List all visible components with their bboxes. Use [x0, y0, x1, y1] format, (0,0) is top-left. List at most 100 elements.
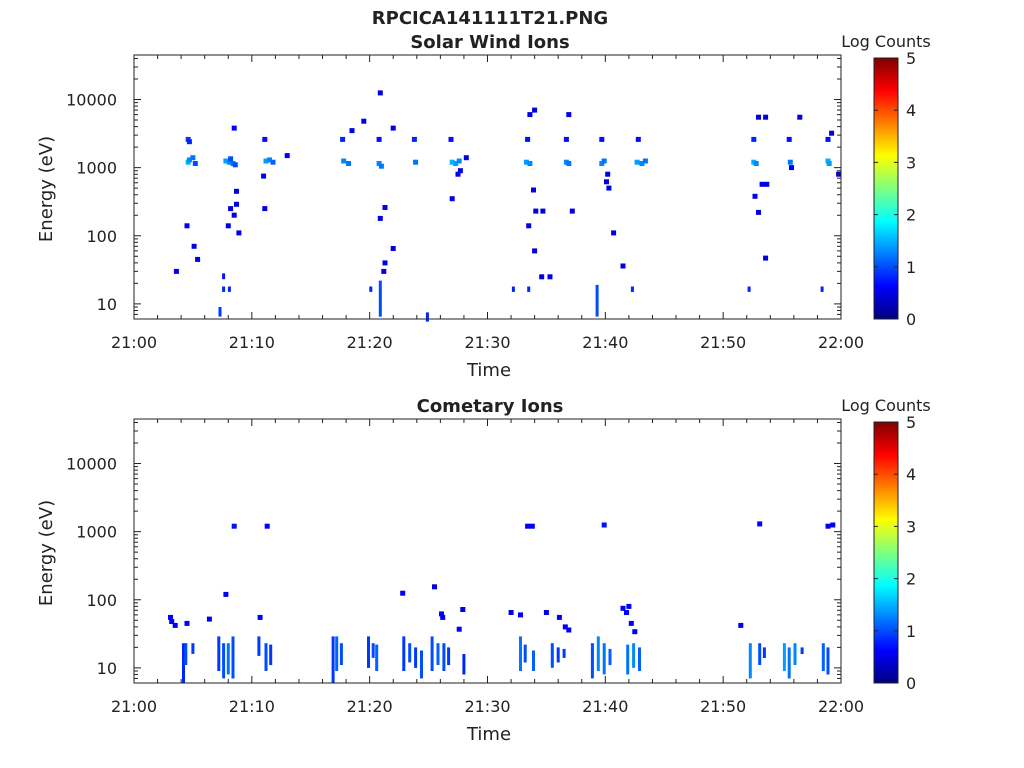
data-pixel [232, 162, 238, 168]
data-column [442, 643, 446, 671]
data-pixel [825, 523, 831, 529]
data-pixel [634, 159, 640, 165]
data-column [462, 654, 466, 675]
data-pixel [525, 136, 531, 142]
data-column [590, 643, 594, 679]
data-pixel [527, 161, 533, 166]
data-pixel [186, 157, 192, 163]
y-tick-label: 100 [86, 227, 117, 246]
data-pixel [756, 209, 761, 215]
data-pixel [456, 626, 462, 632]
data-pixel [377, 90, 383, 96]
data-pixel [789, 165, 794, 171]
data-pixel [825, 136, 831, 142]
data-pixel [543, 610, 549, 615]
data-pixel [381, 268, 387, 274]
x-tick-label: 22:00 [818, 697, 864, 716]
x-tick-label: 21:10 [229, 333, 275, 352]
data-pixel [763, 114, 769, 120]
colorbar-ticks: 0 1 2 3 4 5 [874, 413, 916, 693]
data-pixel [228, 206, 234, 212]
data-pixel [599, 136, 605, 142]
y-tick-label: 1000 [76, 523, 117, 542]
data-pixel [440, 614, 446, 620]
data-pixel [566, 112, 572, 118]
data-pixel [284, 153, 290, 159]
data-pixel [390, 125, 396, 131]
panel-cometary: Cometary Ions 21:00 21:10 21:20 21:30 21:40 2… [36, 396, 931, 745]
data-column [222, 286, 226, 292]
data-column [626, 644, 630, 675]
colorbar-tick-label: 4 [906, 101, 916, 120]
data-pixel [526, 223, 532, 229]
x-tick-label: 21:30 [464, 333, 510, 352]
data-pixel [527, 112, 533, 118]
data-pixel [195, 256, 201, 262]
data-column [371, 643, 375, 658]
data-column [638, 647, 641, 671]
data-pixel [523, 159, 529, 165]
data-pixel [751, 136, 757, 142]
data-column [532, 650, 535, 671]
data-pixel [624, 610, 629, 615]
data-column [414, 647, 418, 668]
data-pixel [532, 107, 538, 113]
data-pixel [826, 161, 832, 166]
data-pixel [390, 246, 396, 251]
data-pixel [349, 128, 355, 134]
data-column [511, 286, 515, 292]
data-pixel [605, 171, 611, 177]
data-pixel [463, 155, 469, 161]
data-pixel [566, 161, 572, 166]
data-column [762, 647, 766, 658]
data-pixel [620, 263, 626, 269]
data-pixel [223, 591, 229, 597]
y-tick-label: 1000 [76, 159, 117, 178]
colorbar-scale [873, 57, 899, 320]
colorbar-tick-label: 0 [906, 310, 916, 329]
plot-axes: 21:00 21:10 21:20 21:30 21:40 21:50 22:00 10 100… [66, 418, 864, 716]
colorbar-tick-label: 2 [906, 570, 916, 589]
data-column [556, 647, 560, 663]
data-pixel [604, 179, 609, 185]
data-pixel [400, 590, 406, 596]
data-pixel [184, 620, 190, 626]
data-pixel [439, 611, 444, 617]
data-pixel [186, 139, 192, 145]
y-axis-label: Energy (eV) [36, 500, 57, 606]
data-pixel [764, 181, 770, 187]
data-pixel [206, 616, 212, 622]
y-tick-label: 10 [97, 659, 117, 678]
data-pixel [192, 161, 198, 166]
data-pixel [569, 208, 575, 214]
data-pixel [228, 156, 234, 162]
data-column [367, 636, 370, 668]
y-tick-label: 10000 [66, 455, 117, 474]
data-pixel [455, 171, 461, 177]
data-column [447, 647, 451, 666]
x-axis-label: Time [466, 360, 511, 381]
data-pixel [518, 612, 523, 618]
data-column [231, 636, 235, 679]
data-column [420, 650, 423, 679]
data-column [222, 643, 226, 679]
data-pixel [533, 208, 539, 214]
data-pixel [797, 114, 803, 120]
data-pixel [457, 168, 463, 174]
panel-title: Solar Wind Ions [410, 32, 569, 53]
data-pixel [382, 205, 388, 210]
data-column [339, 643, 343, 665]
data-pixel [261, 173, 267, 179]
panel-solar-wind: Solar Wind Ions 21:00 21:10 21:20 21:30 21:4… [36, 32, 931, 381]
data-pixel [787, 159, 793, 165]
data-column [257, 636, 261, 656]
panel-title: Cometary Ions [417, 396, 564, 417]
data-pixel [453, 161, 459, 166]
data-column [596, 636, 600, 671]
colorbar-tick-label: 1 [906, 622, 916, 641]
data-column [408, 643, 412, 663]
colorbar-scale [873, 421, 899, 684]
data-pixel [639, 161, 645, 166]
y-axis-label: Energy (eV) [36, 136, 57, 242]
data-pixel [620, 605, 626, 611]
